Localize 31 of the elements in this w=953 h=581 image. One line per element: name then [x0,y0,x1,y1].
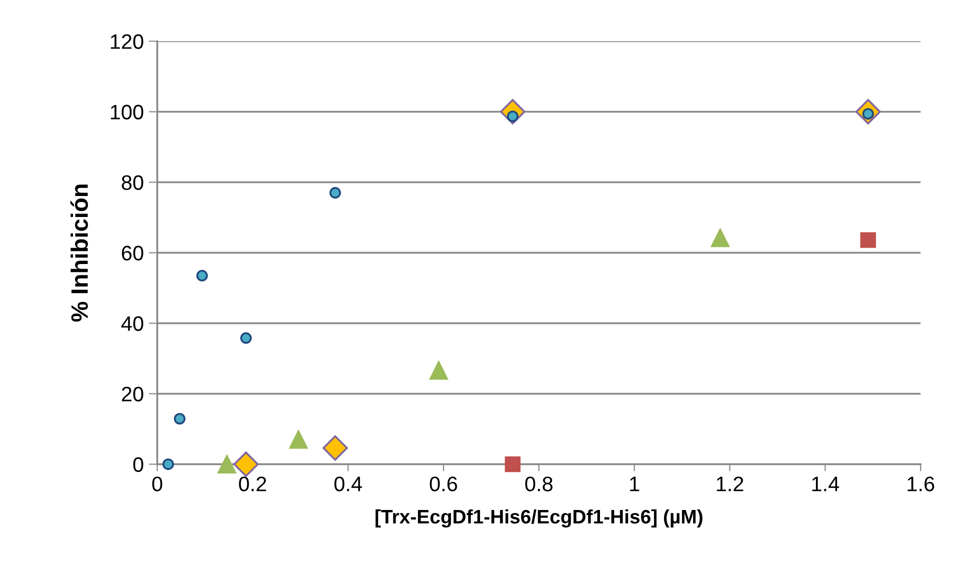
point [429,361,448,380]
y-tick-label: 20 [122,386,144,402]
x-tick-label: 1 [630,476,640,492]
y-axis-title: % Inhibición [70,184,88,322]
y-tick-label: 120 [110,34,144,50]
point [322,435,348,461]
x-tick-label: 0.2 [239,476,266,492]
y-tick-label: 40 [121,316,144,331]
x-tick-label: 1.6 [908,476,934,492]
x-tick-label: 0.8 [525,476,552,492]
x-axis-title: [Trx-EcgDf1-His6/EcgDf1-His6] (µM) [376,509,702,528]
y-tick-label: 100 [110,104,144,120]
x-tick-label: 0 [152,476,162,492]
point [196,270,208,282]
point [860,232,876,248]
x-tick-label: 1.2 [716,476,744,492]
y-tick-label: 0 [133,457,144,472]
x-tick-label: 0.6 [430,476,458,492]
point [289,430,308,449]
point [233,452,259,477]
point [174,412,186,425]
x-tick-label: 1.4 [812,476,840,492]
point [162,458,174,470]
point [710,228,730,248]
point [218,454,236,474]
x-tick-label: 0.4 [334,476,362,492]
point [240,332,252,344]
point [504,456,521,472]
y-tick-label: 60 [122,246,144,260]
y-tick-label: 80 [122,175,144,190]
point [329,187,341,199]
